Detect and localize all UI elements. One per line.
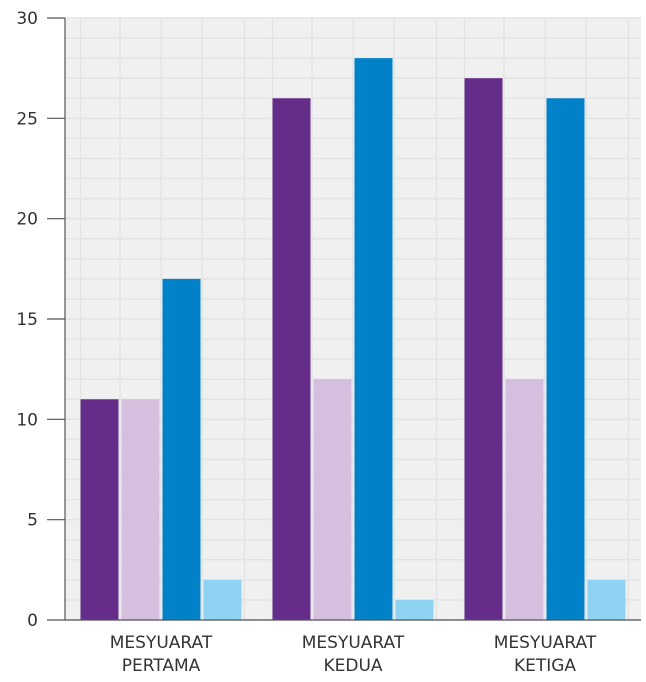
y-tick-label: 20 bbox=[16, 210, 38, 230]
y-tick-label: 0 bbox=[27, 611, 38, 631]
y-axis-ticks: 0 5 10 15 20 25 30 bbox=[16, 9, 65, 631]
bar-1-series-4 bbox=[203, 579, 242, 620]
bar-2-series-3 bbox=[354, 58, 393, 620]
x-axis-labels: MESYUARAT PERTAMA MESYUARAT KEDUA MESYUARAT K… bbox=[110, 633, 597, 676]
bar-2-series-2 bbox=[313, 379, 352, 620]
y-tick-label: 10 bbox=[16, 410, 38, 430]
y-tick-label: 5 bbox=[27, 511, 38, 531]
bar-3-series-3 bbox=[546, 98, 585, 621]
bar-2-series-1 bbox=[272, 98, 311, 621]
bar-3-series-1 bbox=[464, 78, 503, 620]
x-category-label: KEDUA bbox=[323, 656, 382, 676]
bars bbox=[80, 58, 626, 621]
bar-1-series-3 bbox=[162, 278, 201, 620]
x-category-label: MESYUARAT bbox=[110, 633, 213, 653]
x-category-label: MESYUARAT bbox=[302, 633, 405, 653]
x-category-label: PERTAMA bbox=[122, 656, 201, 676]
y-tick-label: 15 bbox=[16, 310, 38, 330]
bar-3-series-4 bbox=[587, 579, 626, 620]
bar-1-series-2 bbox=[121, 399, 160, 620]
y-tick-label: 25 bbox=[16, 109, 38, 129]
x-category-label: KETIGA bbox=[514, 656, 576, 676]
x-category-label: MESYUARAT bbox=[494, 633, 597, 653]
bar-3-series-2 bbox=[505, 379, 544, 620]
bar-2-series-4 bbox=[395, 599, 434, 620]
bar-1-series-1 bbox=[80, 399, 119, 620]
y-tick-label: 30 bbox=[16, 9, 38, 29]
